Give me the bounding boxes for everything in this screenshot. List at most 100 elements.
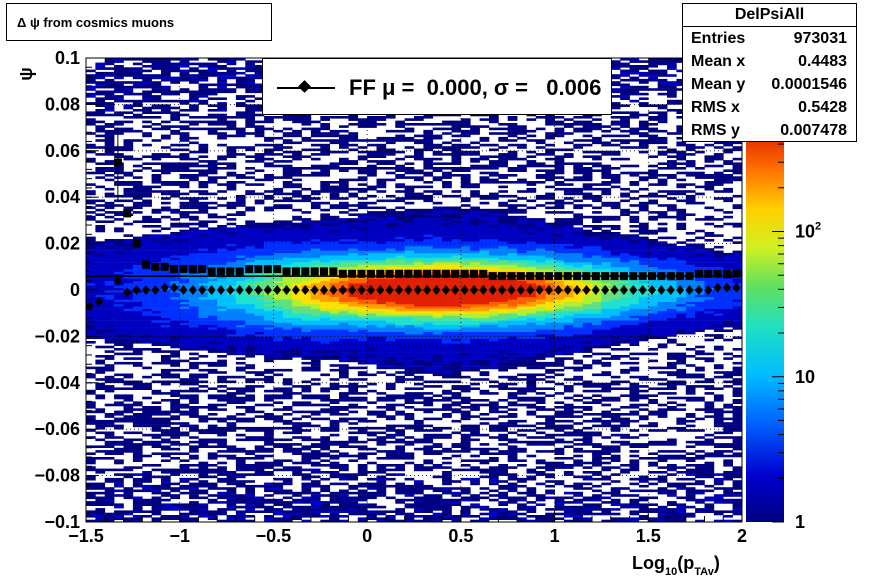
heatmap-cell xyxy=(357,169,368,172)
heatmap-cell xyxy=(348,116,359,119)
heatmap-cell xyxy=(282,466,293,469)
heatmap-cell xyxy=(376,232,387,235)
heatmap-cell xyxy=(123,278,134,281)
heatmap-cell xyxy=(151,95,162,98)
heatmap-cell xyxy=(320,320,330,323)
heatmap-cell xyxy=(301,167,312,170)
heatmap-cell xyxy=(114,361,124,365)
heatmap-cell xyxy=(385,317,396,321)
heatmap-cell xyxy=(207,215,218,219)
heatmap-cell xyxy=(132,350,143,353)
heatmap-cell xyxy=(217,385,227,388)
heatmap-cell xyxy=(95,320,106,323)
heatmap-cell xyxy=(254,250,265,254)
heatmap-cell xyxy=(357,426,368,430)
heatmap-cell xyxy=(123,257,134,261)
heatmap-cell xyxy=(132,278,143,281)
heatmap-cell xyxy=(273,306,284,309)
heatmap-cell xyxy=(95,241,106,244)
heatmap-cell xyxy=(348,118,359,121)
heatmap-cell xyxy=(198,208,209,212)
heatmap-cell xyxy=(376,491,387,495)
heatmap-cell xyxy=(132,387,143,390)
heatmap-cell xyxy=(357,299,368,302)
heatmap-cell xyxy=(404,255,415,258)
heatmap-cell xyxy=(226,417,237,421)
heatmap-cell xyxy=(376,234,387,237)
heatmap-cell xyxy=(95,208,106,212)
heatmap-cell xyxy=(432,373,443,377)
heatmap-cell xyxy=(423,494,434,497)
heatmap-cell xyxy=(414,394,424,397)
heatmap-cell xyxy=(142,308,152,312)
heatmap-cell xyxy=(339,368,349,372)
heatmap-cell xyxy=(292,510,302,513)
heatmap-cell xyxy=(245,78,255,82)
heatmap-cell xyxy=(301,197,312,200)
heatmap-cell xyxy=(95,517,106,520)
heatmap-cell xyxy=(292,113,302,117)
heatmap-cell xyxy=(132,176,143,179)
heatmap-cell xyxy=(142,487,152,490)
heatmap-cell xyxy=(151,243,162,247)
heatmap-cell xyxy=(395,498,405,502)
heatmap-cell xyxy=(235,153,246,156)
heatmap-cell xyxy=(254,280,265,284)
heatmap-cell xyxy=(123,129,134,133)
heatmap-cell xyxy=(235,510,246,513)
heatmap-cell xyxy=(114,424,124,428)
heatmap-cell xyxy=(348,301,359,305)
heatmap-cell xyxy=(226,454,237,458)
heatmap-cell xyxy=(329,517,340,520)
heatmap-cell xyxy=(151,278,162,281)
heatmap-cell xyxy=(367,229,377,233)
heatmap-cell xyxy=(292,352,302,356)
heatmap-cell xyxy=(151,74,162,77)
heatmap-cell xyxy=(292,194,302,198)
heatmap-cell xyxy=(320,426,330,430)
heatmap-cell xyxy=(104,303,115,307)
heatmap-cell xyxy=(170,78,180,82)
heatmap-cell xyxy=(339,515,349,518)
heatmap-cell xyxy=(142,201,152,205)
heatmap-cell xyxy=(264,380,274,384)
heatmap-cell xyxy=(235,473,246,476)
heatmap-cell xyxy=(235,496,246,500)
heatmap-cell xyxy=(320,489,330,493)
heatmap-cell xyxy=(86,157,96,161)
heatmap-cell xyxy=(310,361,321,365)
heatmap-cell xyxy=(161,257,171,261)
heatmap-cell xyxy=(385,426,396,430)
heatmap-cell xyxy=(310,396,321,400)
heatmap-cell xyxy=(376,266,387,270)
heatmap-cell xyxy=(404,406,415,409)
heatmap-cell xyxy=(95,329,106,332)
heatmap-cell xyxy=(339,169,349,172)
heatmap-cell xyxy=(179,139,190,142)
heatmap-cell xyxy=(432,443,443,446)
heatmap-cell xyxy=(385,220,396,223)
heatmap-cell xyxy=(339,245,349,249)
heatmap-cell xyxy=(404,503,415,506)
heatmap-cell xyxy=(432,512,443,516)
heatmap-cell xyxy=(142,120,152,124)
heatmap-cell xyxy=(376,352,387,356)
heatmap-cell xyxy=(189,517,199,520)
heatmap-cell xyxy=(264,306,274,309)
heatmap-cell xyxy=(310,345,321,349)
heatmap-cell xyxy=(320,459,330,462)
heatmap-cell xyxy=(86,491,96,495)
heatmap-cell xyxy=(282,380,293,384)
heatmap-cell xyxy=(170,380,180,384)
heatmap-cell xyxy=(310,355,321,358)
heatmap-cell xyxy=(292,169,302,172)
heatmap-cell xyxy=(292,436,302,439)
heatmap-cell xyxy=(329,315,340,319)
heatmap-cell xyxy=(207,438,218,442)
heatmap-cell xyxy=(104,62,115,66)
heatmap-cell xyxy=(95,419,106,423)
heatmap-cell xyxy=(104,336,115,339)
heatmap-cell xyxy=(385,313,396,316)
heatmap-cell xyxy=(404,294,415,298)
heatmap-cell xyxy=(104,83,115,87)
